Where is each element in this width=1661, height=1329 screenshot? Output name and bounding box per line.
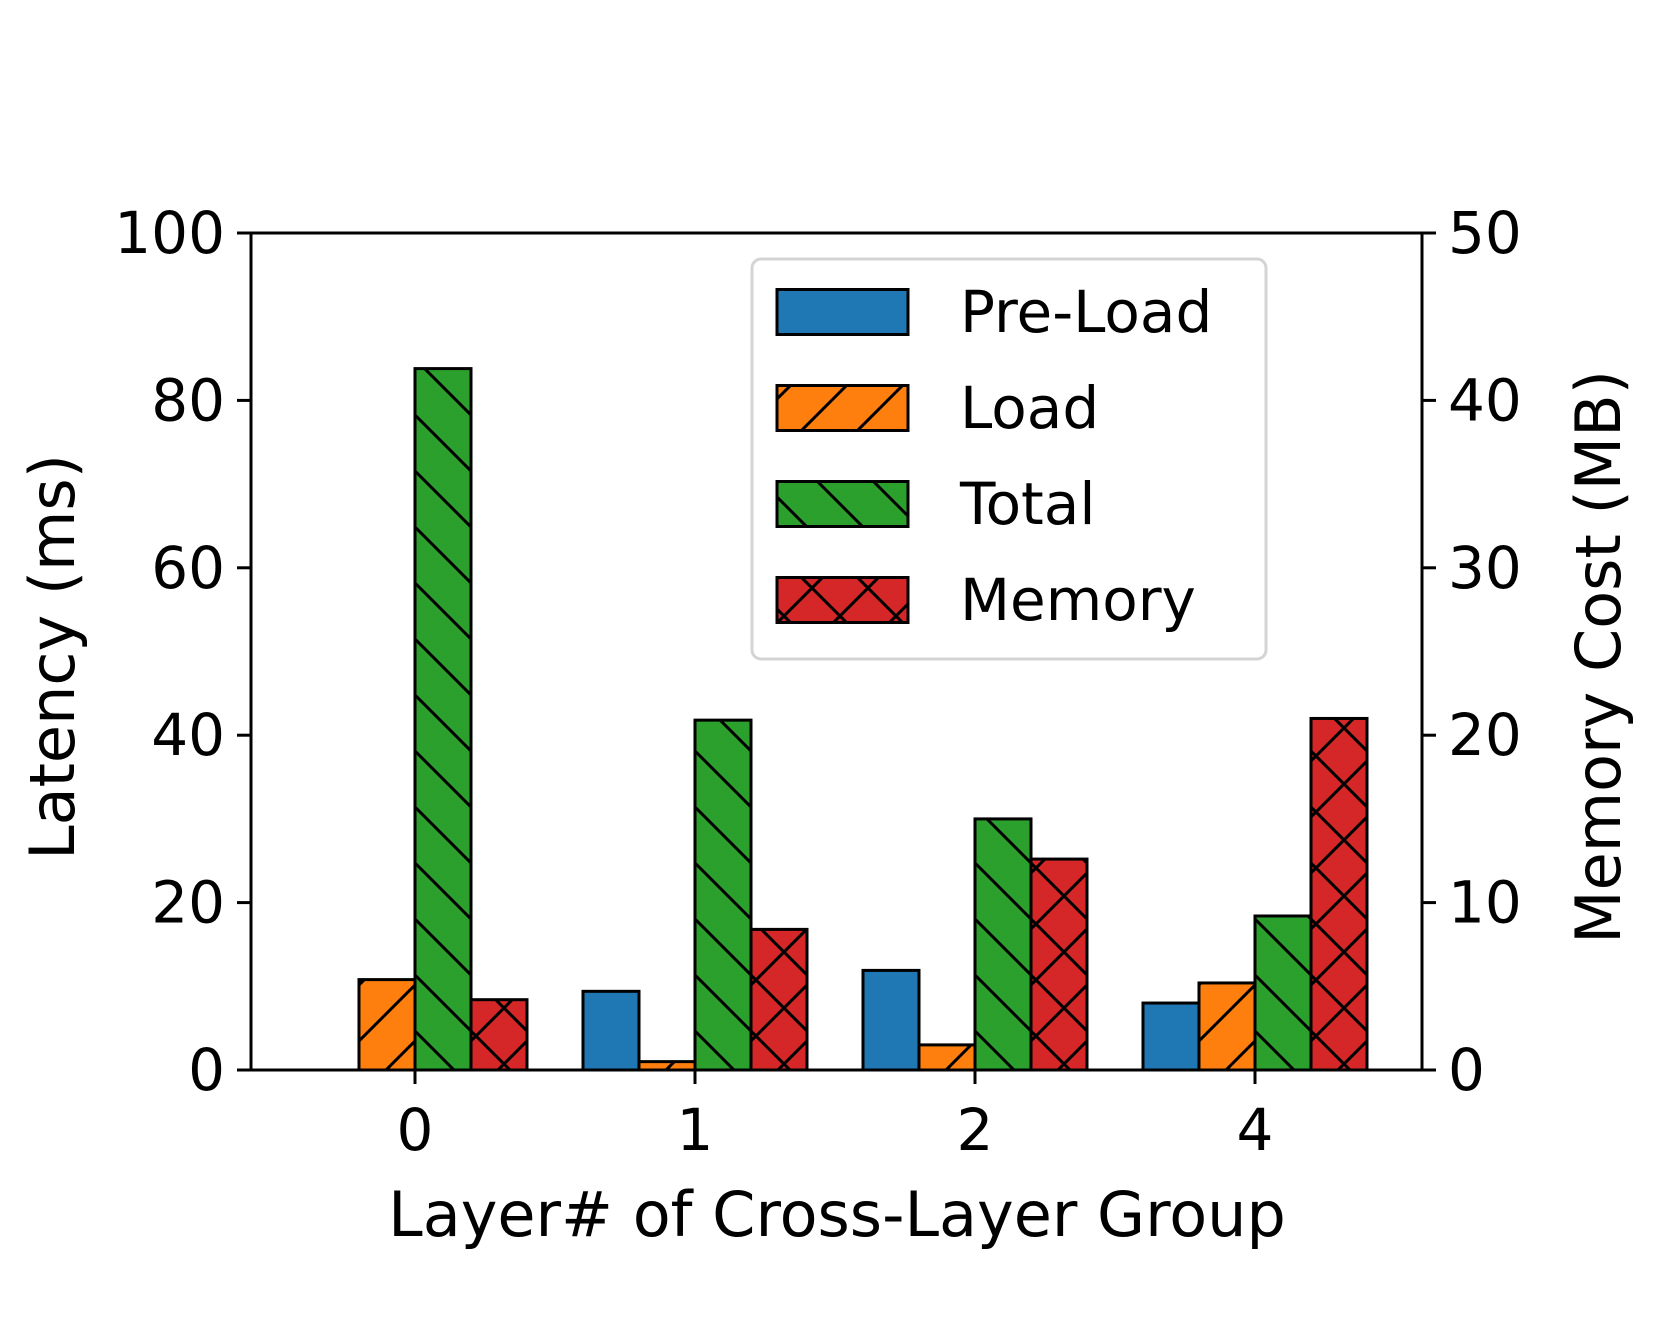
legend-label: Memory bbox=[960, 566, 1196, 634]
bar-hatch-load-0 bbox=[359, 979, 415, 1070]
bar-hatch-total-0 bbox=[415, 368, 471, 1070]
bar-pre-load-2 bbox=[863, 970, 919, 1070]
legend-box bbox=[750, 257, 1268, 661]
x-axis: 0 1 2 4 bbox=[397, 1070, 1274, 1164]
y-axis: 0 20 40 60 80 100 bbox=[114, 199, 251, 1104]
y-tick-label: 0 bbox=[188, 1036, 225, 1104]
x-tick-label: 0 bbox=[397, 1096, 434, 1164]
y2-tick-label: 20 bbox=[1448, 701, 1522, 769]
bar-hatch-memory-4 bbox=[1311, 718, 1367, 1070]
bar-hatch-total-2 bbox=[975, 818, 1031, 1070]
plot-frame bbox=[249, 231, 1424, 1072]
y-axis-label: Latency (ms) bbox=[16, 454, 89, 860]
y2-tick-label: 50 bbox=[1448, 199, 1522, 267]
legend-swatch-hatch bbox=[777, 577, 908, 623]
bar-hatch-memory-1 bbox=[751, 929, 807, 1070]
y2-tick-label: 0 bbox=[1448, 1036, 1485, 1104]
legend-swatch-outline bbox=[775, 576, 910, 624]
bar-hatch-load-4 bbox=[1199, 982, 1255, 1070]
bar-hatch-total-1 bbox=[695, 720, 751, 1070]
x-tick-label: 1 bbox=[677, 1096, 714, 1164]
bar-hatch-load-2 bbox=[919, 1044, 975, 1070]
bar-pre-load-1 bbox=[583, 991, 639, 1070]
legend-swatch-outline bbox=[775, 384, 910, 432]
legend-label: Pre-Load bbox=[960, 278, 1212, 346]
y-tick-label: 100 bbox=[114, 199, 225, 267]
y2-axis-label: Memory Cost (MB) bbox=[1562, 370, 1635, 944]
legend-label: Load bbox=[960, 374, 1099, 442]
y-tick-label: 60 bbox=[151, 534, 225, 602]
legend-swatch-hatch bbox=[777, 385, 908, 431]
y2-tick-label: 40 bbox=[1448, 366, 1522, 434]
y2-tick-label: 30 bbox=[1448, 534, 1522, 602]
y-tick-label: 20 bbox=[151, 869, 225, 937]
bar-pre-load-4 bbox=[1143, 1003, 1199, 1070]
legend-swatch-hatch bbox=[777, 481, 908, 527]
y-tick-label: 40 bbox=[151, 701, 225, 769]
legend-swatch-pre-load bbox=[777, 289, 908, 335]
x-tick-label: 2 bbox=[957, 1096, 994, 1164]
bar-hatch-total-4 bbox=[1255, 915, 1311, 1070]
x-axis-label: Layer# of Cross-Layer Group bbox=[388, 1178, 1286, 1251]
x-tick-label: 4 bbox=[1237, 1096, 1274, 1164]
legend-label: Total bbox=[959, 470, 1095, 538]
y2-axis: 0 10 20 30 40 50 bbox=[1422, 199, 1522, 1104]
bar-hatch-load-1 bbox=[639, 1061, 695, 1070]
legend: Pre-Load Load Total Memory bbox=[750, 257, 1268, 661]
bar-hatch-memory-2 bbox=[1031, 859, 1087, 1070]
y2-tick-label: 10 bbox=[1448, 869, 1522, 937]
legend-swatch-outline bbox=[775, 288, 910, 336]
bars bbox=[357, 367, 1369, 1072]
y-tick-label: 80 bbox=[151, 366, 225, 434]
bar-hatch-memory-0 bbox=[471, 999, 527, 1070]
legend-swatch-outline bbox=[775, 480, 910, 528]
